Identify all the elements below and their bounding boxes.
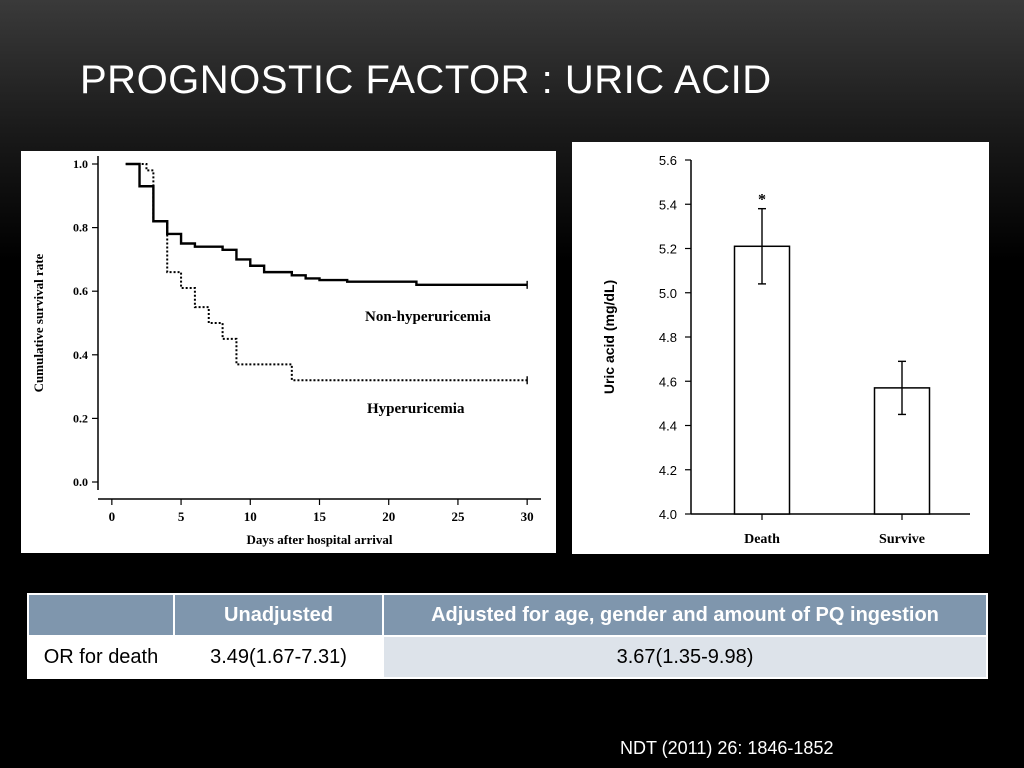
y-tick-label: 0.4 bbox=[73, 348, 88, 362]
citation: NDT (2011) 26: 1846-1852 bbox=[620, 738, 834, 758]
table-header-cell: Unadjusted bbox=[173, 593, 384, 637]
x-tick-label: Survive bbox=[879, 532, 925, 547]
y-tick-label: 0.2 bbox=[73, 411, 88, 425]
y-tick-label: 0.8 bbox=[73, 221, 88, 235]
y-tick-label: 0.6 bbox=[73, 284, 88, 298]
y-tick-label: 5.6 bbox=[659, 153, 677, 168]
x-tick-label: Death bbox=[744, 532, 780, 547]
y-tick-label: 5.0 bbox=[659, 286, 677, 301]
odds-ratio-table: Unadjusted Adjusted for age, gender and … bbox=[27, 593, 988, 679]
table-cell: OR for death bbox=[27, 635, 175, 679]
non-hyperuricemia-label: Non-hyperuricemia bbox=[365, 309, 491, 325]
x-tick-label: 25 bbox=[451, 509, 465, 524]
uric-acid-chart-panel: 4.0 4.2 4.4 4.6 4.8 5.0 5.2 5.4 5.6 Death Survive *… bbox=[572, 142, 989, 554]
survival-chart: 0.0 0.2 0.4 0.6 0.8 1.0 0 5 10 15 20 25 30 Days after… bbox=[31, 156, 541, 547]
significance-asterisk: * bbox=[758, 192, 766, 209]
x-tick-label: 10 bbox=[244, 509, 257, 524]
y-tick-label: 5.2 bbox=[659, 242, 677, 257]
x-tick-label: 20 bbox=[382, 509, 395, 524]
x-tick-label: 5 bbox=[178, 509, 185, 524]
y-tick-label: 5.4 bbox=[659, 197, 677, 212]
y-tick-label: 4.6 bbox=[659, 374, 677, 389]
y-tick-label: 1.0 bbox=[73, 157, 88, 171]
bar bbox=[733, 245, 791, 515]
y-tick-label: 0.0 bbox=[73, 475, 88, 489]
y-tick-label: 4.4 bbox=[659, 419, 677, 434]
y-tick-label: 4.2 bbox=[659, 463, 677, 478]
uric-acid-bar-chart: 4.0 4.2 4.4 4.6 4.8 5.0 5.2 5.4 5.6 Death Survive *… bbox=[601, 153, 970, 547]
y-tick-label: 4.0 bbox=[659, 507, 677, 522]
table-row: OR for death 3.49(1.67-7.31) 3.67(1.35-9… bbox=[27, 635, 988, 679]
table-cell: 3.49(1.67-7.31) bbox=[173, 635, 384, 679]
non-hyperuricemia-curve bbox=[125, 162, 528, 287]
x-tick-label: 0 bbox=[109, 509, 116, 524]
slide-title: PROGNOSTIC FACTOR : URIC ACID bbox=[80, 58, 772, 102]
table-header-cell: Adjusted for age, gender and amount of P… bbox=[382, 593, 988, 637]
x-axis-title: Days after hospital arrival bbox=[247, 532, 393, 547]
hyperuricemia-label: Hyperuricemia bbox=[367, 401, 465, 417]
x-tick-label: 15 bbox=[313, 509, 327, 524]
hyperuricemia-curve bbox=[125, 163, 528, 382]
x-tick-label: 30 bbox=[521, 509, 534, 524]
table-header-row: Unadjusted Adjusted for age, gender and … bbox=[27, 593, 988, 637]
y-axis-title: Cumulative survival rate bbox=[31, 253, 46, 392]
y-axis-title: Uric acid (mg/dL) bbox=[601, 280, 617, 394]
table-header-cell bbox=[27, 593, 175, 637]
y-tick-label: 4.8 bbox=[659, 330, 677, 345]
table-cell: 3.67(1.35-9.98) bbox=[382, 635, 988, 679]
survival-chart-panel: 0.0 0.2 0.4 0.6 0.8 1.0 0 5 10 15 20 25 30 Days after… bbox=[21, 151, 556, 553]
